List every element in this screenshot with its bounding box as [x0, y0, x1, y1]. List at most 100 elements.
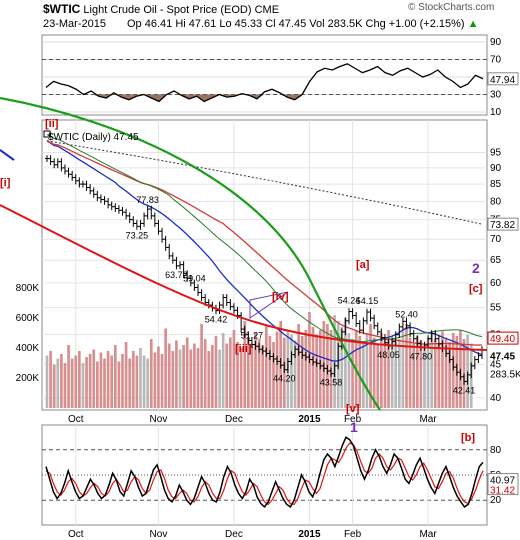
close-value-label: 47.45 [490, 352, 515, 363]
volume-bar [85, 357, 88, 408]
stochastics-x-tick-label: Mar [419, 529, 437, 540]
volume-bar [92, 349, 96, 408]
volume-bar [157, 346, 160, 408]
volume-bar [131, 351, 135, 408]
volume-bar [78, 351, 81, 408]
price-x-tick-label: Feb [344, 414, 362, 425]
volume-bar [106, 351, 110, 408]
volume-bar [164, 328, 167, 408]
price-tick-label: 55 [490, 303, 502, 314]
price-label: 59.04 [183, 274, 206, 284]
stochastics-value-label: 40.97 [490, 476, 515, 487]
volume-bar [81, 363, 85, 408]
volume-bar [344, 318, 347, 408]
volume-bar [193, 343, 196, 408]
volume-bar [232, 330, 236, 408]
wave-label: [a] [356, 259, 370, 271]
volume-bar [139, 348, 142, 408]
price-tick-label: 90 [490, 163, 502, 174]
volume-bar [376, 345, 380, 408]
ma50-value-box [487, 331, 519, 345]
rsi-last-value-box [487, 72, 519, 86]
chart-exchange: CME [254, 4, 280, 16]
volume-bar [196, 348, 200, 408]
price-label: 47.80 [410, 351, 433, 361]
volume-bar [63, 363, 67, 408]
volume-bar [153, 352, 157, 408]
price-label: 73.25 [126, 230, 149, 240]
volume-bar [466, 334, 469, 408]
wave-label: [b] [461, 432, 475, 444]
volume-bar [387, 330, 390, 408]
stochastics-fast-line [45, 436, 484, 509]
quote-values: Op 46.41 Hi 47.61 Lo 45.33 Cl 47.45 Vol … [127, 18, 465, 30]
volume-bar [304, 330, 308, 408]
volume-bar [218, 349, 221, 408]
stochastics-x-tick-label: Nov [150, 529, 168, 540]
volume-bar [351, 339, 354, 408]
volume-bar [311, 327, 315, 408]
price-x-tick-label: Nov [150, 414, 168, 425]
volume-bar [121, 354, 124, 408]
volume-bar [264, 325, 268, 408]
price-label: 43.58 [320, 378, 343, 388]
wave-label: [ii] [45, 118, 59, 130]
ma200-value-label: 73.82 [490, 220, 515, 231]
stochastics-x-tick-label: Oct [68, 529, 84, 540]
wave-label: [iv] [272, 291, 289, 303]
volume-value-label: 283.5K [490, 369, 520, 380]
price-tick-label: 45 [490, 360, 502, 371]
volume-bar [74, 355, 78, 408]
rsi-tick-label: 10 [490, 107, 502, 118]
volume-bar [408, 337, 412, 408]
price-x-tick-label: 2015 [298, 414, 321, 425]
volume-bar [380, 333, 383, 408]
chart-header: $WTIC Light Crude Oil - Spot Price (EOD)… [43, 2, 279, 16]
volume-bar [430, 333, 434, 408]
volume-bar [297, 324, 300, 408]
volume-bar [261, 345, 265, 408]
volume-tick-label: 400K [16, 343, 40, 354]
wave-label: 1 [350, 419, 358, 435]
volume-bar [275, 331, 279, 408]
volume-bar [365, 333, 369, 408]
volume-bar [369, 324, 372, 408]
stochastics-value-label: 31.42 [490, 486, 515, 497]
volume-bar [250, 343, 254, 408]
volume-bar [246, 337, 250, 408]
blue-line-stub [0, 149, 15, 161]
volume-bar [182, 345, 185, 408]
volume-bar [419, 340, 423, 408]
price-tick-label: 95 [490, 148, 502, 159]
volume-bar [257, 339, 261, 408]
price-label: 44.20 [273, 374, 296, 384]
triangle-pattern [249, 291, 289, 319]
price-x-tick-label: Mar [419, 414, 437, 425]
volume-bar [211, 345, 214, 408]
stochastics-tick-label: 20 [490, 495, 502, 506]
price-tick-label: 60 [490, 278, 502, 289]
volume-bar [423, 345, 426, 408]
volume-bar [448, 342, 451, 408]
volume-bar [95, 361, 99, 408]
rsi-tick-label: 30 [490, 90, 502, 101]
volume-bar [239, 348, 243, 408]
volume-bar [200, 324, 203, 408]
volume-bar [405, 324, 408, 408]
chart-date: 23-Mar-2015 [43, 18, 106, 30]
green-curve [0, 96, 381, 411]
volume-bar [347, 333, 351, 408]
volume-bar [340, 327, 344, 408]
volume-bar [185, 337, 189, 408]
stochastics-x-tick-label: Feb [344, 529, 362, 540]
volume-bar [70, 358, 74, 408]
volume-bar [203, 339, 207, 408]
volume-bar [160, 354, 164, 408]
price-panel-title: $WTIC (Daily) 47.45 [48, 132, 139, 143]
volume-bar [268, 336, 272, 408]
price-label: 54.24 [338, 296, 361, 306]
rsi-tick-label: 90 [490, 37, 502, 48]
wave-label: [i] [0, 177, 11, 189]
volume-bar [437, 343, 441, 408]
volume-bar [225, 343, 229, 408]
